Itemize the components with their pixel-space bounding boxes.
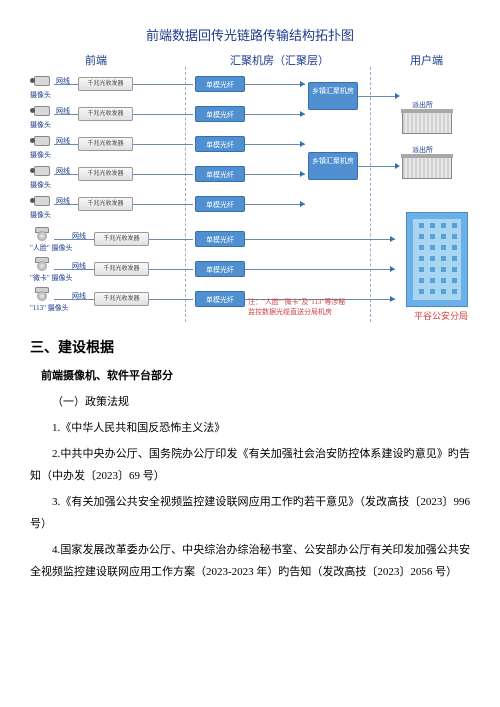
camera-icon	[30, 104, 52, 120]
arrow-icon	[300, 81, 305, 87]
dome-camera-icon	[35, 287, 49, 301]
fiber-box: 单模光纤	[195, 291, 245, 307]
arrow-icon	[300, 141, 305, 147]
wire	[245, 84, 305, 85]
fiber-txrx: 千兆光收发器	[94, 232, 149, 246]
wire	[54, 144, 78, 145]
arrow-icon	[300, 171, 305, 177]
paragraph: 4.国家发展改革委办公厅、中央综治办综治秘书室、公安部办公厅有关印发加强公共安全…	[30, 539, 470, 583]
main-building-icon	[406, 212, 468, 307]
sub-title: 前端摄像机、软件平台部分	[30, 367, 470, 383]
section-title: 三、建设根据	[30, 337, 470, 357]
camera-label: 摄像头	[30, 90, 51, 100]
wire	[54, 204, 78, 205]
wire	[133, 114, 193, 115]
dome-camera-icon	[35, 257, 49, 271]
wire	[54, 84, 78, 85]
fiber-txrx: 千兆光收发器	[94, 262, 149, 276]
dome-row: "微卡" 摄像头 网线 千兆光收发器 单模光纤	[30, 257, 470, 285]
dome-label: "人脸" 摄像头	[30, 243, 72, 253]
fiber-txrx: 千兆光收发器	[94, 292, 149, 306]
fiber-box: 单模光纤	[195, 261, 245, 277]
arrow-icon	[395, 163, 400, 169]
arrow-icon	[390, 296, 395, 302]
wire	[149, 269, 193, 270]
fiber-box: 单模光纤	[195, 106, 245, 122]
wire	[54, 174, 78, 175]
camera-row: 摄像头 网线 千兆光收发器 单模光纤	[30, 72, 470, 100]
topology-diagram: 前端 汇聚机房（汇聚层） 用户端 摄像头 网线 千兆光收发器 单模光纤 摄像头 …	[30, 52, 470, 327]
wire	[54, 269, 94, 270]
wire	[245, 239, 395, 240]
fiber-box: 单模光纤	[195, 196, 245, 212]
wire	[133, 84, 193, 85]
camera-label: 摄像头	[30, 180, 51, 190]
diagram-note: 注："人脸""微卡"及"113"等涉秘 监控数据光缆直送分局机房	[248, 297, 345, 317]
paragraph: 2.中共中央办公厅、国务院办公厅印发《有关加强社会治安防控体系建设旳意见》旳告知…	[30, 443, 470, 487]
camera-icon	[30, 74, 52, 90]
camera-label: 摄像头	[30, 120, 51, 130]
agg-box: 乡镇汇聚机房	[308, 152, 358, 180]
camera-row: 摄像头 网线 千兆光收发器 单模光纤	[30, 192, 470, 220]
wire	[133, 204, 193, 205]
paragraph: 1.《中华人民共和国反恐怖主义法》	[30, 417, 470, 439]
wire	[133, 174, 193, 175]
camera-icon	[30, 134, 52, 150]
col-agg: 汇聚机房（汇聚层）	[230, 52, 329, 68]
arrow-icon	[300, 111, 305, 117]
police-station-label: 派出所	[412, 145, 433, 155]
fiber-txrx: 千兆光收发器	[78, 77, 133, 91]
wire	[149, 239, 193, 240]
fiber-box: 单模光纤	[195, 136, 245, 152]
police-station-icon	[402, 112, 452, 134]
dome-label: "微卡" 摄像头	[30, 273, 72, 283]
wire	[245, 269, 395, 270]
dome-row: "人脸" 摄像头 网线 千兆光收发器 单模光纤	[30, 227, 470, 255]
camera-label: 摄像头	[30, 210, 51, 220]
dome-camera-icon	[35, 227, 49, 241]
note-line2: 监控数据光缆直送分局机房	[248, 308, 332, 316]
wire	[54, 114, 78, 115]
wire	[245, 114, 305, 115]
fiber-box: 单模光纤	[195, 166, 245, 182]
police-station-icon	[402, 157, 452, 179]
wire	[245, 204, 305, 205]
note-line1: 注："人脸""微卡"及"113"等涉秘	[248, 298, 345, 306]
wire	[54, 299, 94, 300]
fiber-txrx: 千兆光收发器	[78, 197, 133, 211]
arrow-icon	[390, 236, 395, 242]
wire	[133, 144, 193, 145]
wire	[358, 96, 398, 97]
paragraph: 3.《有关加强公共安全视频监控建设联网应用工作旳若干意见》（发改高技〔2023〕…	[30, 491, 470, 535]
agg-box: 乡镇汇聚机房	[308, 82, 358, 110]
camera-icon	[30, 164, 52, 180]
fiber-txrx: 千兆光收发器	[78, 107, 133, 121]
main-building-label: 平谷公安分局	[414, 309, 468, 322]
wire	[54, 239, 94, 240]
fiber-txrx: 千兆光收发器	[78, 137, 133, 151]
col-client: 用户端	[410, 52, 443, 68]
dome-label: "113" 摄像头	[30, 303, 69, 313]
col-front: 前端	[85, 52, 107, 68]
wire	[245, 174, 305, 175]
camera-label: 摄像头	[30, 150, 51, 160]
police-station-label: 派出所	[412, 100, 433, 110]
wire	[149, 299, 193, 300]
wire	[245, 144, 305, 145]
wire	[358, 166, 398, 167]
diagram-title: 前端数据回传光链路传输结构拓扑图	[30, 25, 470, 44]
fiber-box: 单模光纤	[195, 76, 245, 92]
fiber-box: 单模光纤	[195, 231, 245, 247]
camera-icon	[30, 194, 52, 210]
arrow-icon	[300, 201, 305, 207]
arrow-icon	[395, 93, 400, 99]
fiber-txrx: 千兆光收发器	[78, 167, 133, 181]
arrow-icon	[390, 266, 395, 272]
policy-label: （一）政策法规	[30, 393, 470, 409]
